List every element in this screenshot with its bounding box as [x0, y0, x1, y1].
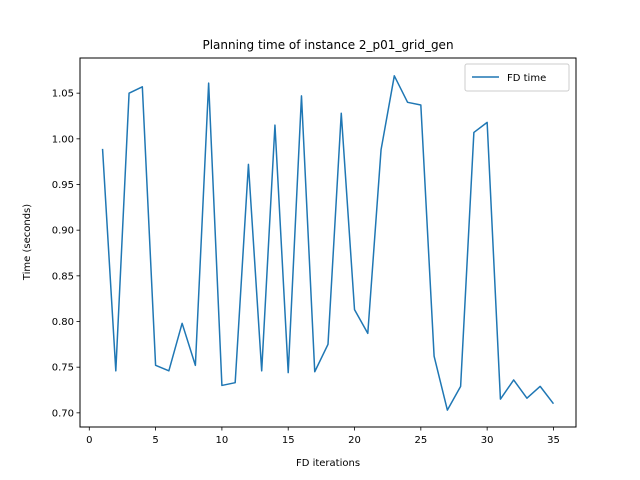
y-tick-label: 0.80 [52, 317, 74, 328]
x-tick-label: 0 [86, 435, 92, 446]
legend-box [464, 63, 570, 92]
chart-title: Planning time of instance 2_p01_grid_gen [202, 38, 453, 52]
y-tick-label: 0.70 [52, 408, 74, 419]
x-tick-label: 30 [481, 435, 494, 446]
plot-area [101, 75, 555, 411]
axes-frame [79, 57, 577, 428]
x-tick-label: 5 [152, 435, 158, 446]
y-tick-label: 0.90 [52, 226, 74, 237]
y-tick-label: 0.85 [52, 271, 74, 282]
x-tick-label: 25 [414, 435, 427, 446]
x-tick-label: 20 [348, 435, 361, 446]
legend: FD time [464, 63, 570, 92]
y-axis-label: Time (seconds) [22, 204, 33, 281]
y-tick-label: 1.00 [52, 134, 74, 145]
series-line-0 [101, 75, 555, 411]
y-tick-label: 0.95 [52, 180, 74, 191]
y-tick-label: 1.05 [52, 89, 74, 100]
x-tick-label: 10 [216, 435, 229, 446]
x-tick-label: 15 [282, 435, 295, 446]
legend-label-fd-time: FD time [507, 73, 546, 84]
x-axis-label: FD iterations [296, 458, 360, 469]
y-tick-label: 0.75 [52, 363, 74, 374]
x-tick-label: 35 [547, 435, 560, 446]
axis-ticks: 0 5 10 15 20 25 30 35 0.70 0.75 0.80 0.85 0.90 0.95 1.… [52, 89, 560, 446]
